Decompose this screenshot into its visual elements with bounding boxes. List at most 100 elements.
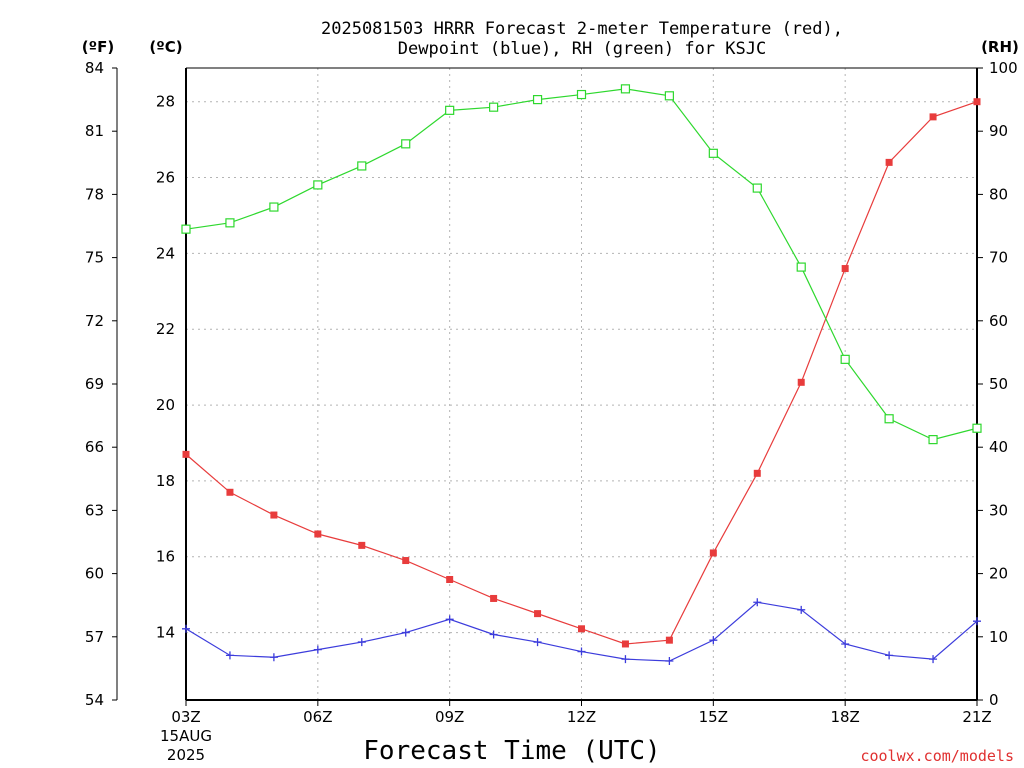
fahrenheit-tick-label: 72 xyxy=(85,312,104,330)
rh-point xyxy=(840,354,850,364)
celsius-tick-label: 20 xyxy=(156,396,175,414)
dewpoint-series xyxy=(182,598,981,666)
dewpoint-point xyxy=(533,638,542,647)
rh-point xyxy=(401,139,411,149)
rh-point xyxy=(269,202,279,212)
celsius-tick-label: 28 xyxy=(156,93,175,111)
temperature-point xyxy=(621,640,629,648)
dewpoint-point xyxy=(182,624,190,633)
temperature-point xyxy=(753,469,761,477)
x-tick-label: 06Z xyxy=(303,708,332,726)
temperature-point xyxy=(226,488,234,496)
temperature-point xyxy=(534,610,542,618)
dewpoint-point xyxy=(929,655,938,664)
dewpoint-point xyxy=(621,655,630,664)
rh-point xyxy=(532,94,543,105)
rh-point xyxy=(225,218,235,228)
rh-tick-label: 70 xyxy=(989,249,1008,267)
x-tick-label: 21Z xyxy=(962,708,991,726)
rh-tick-label: 40 xyxy=(989,438,1008,456)
axes xyxy=(112,67,983,706)
fahrenheit-tick-label: 54 xyxy=(85,691,104,709)
chart-title-line-1: 2025081503 HRRR Forecast 2-meter Tempera… xyxy=(321,19,843,39)
gridlines xyxy=(186,68,977,700)
fahrenheit-tick-label: 78 xyxy=(85,185,104,203)
rh-tick-label: 90 xyxy=(989,122,1008,140)
temperature-point xyxy=(314,530,322,538)
rh-tick-label: 20 xyxy=(989,565,1008,583)
celsius-tick-label: 18 xyxy=(156,472,175,490)
rh-point xyxy=(752,183,762,193)
rh-point xyxy=(796,262,806,272)
fahrenheit-tick-label: 57 xyxy=(85,628,104,646)
fahrenheit-tick-label: 81 xyxy=(85,122,104,140)
rh-tick-label: 0 xyxy=(989,691,999,709)
temperature-point xyxy=(929,113,937,121)
rh-tick-label: 10 xyxy=(989,628,1008,646)
x-tick-label: 15Z xyxy=(699,708,728,726)
rh-tick-label: 30 xyxy=(989,501,1008,519)
rh-point xyxy=(181,224,191,234)
x-axis-label: Forecast Time (UTC) xyxy=(363,736,660,766)
dewpoint-point xyxy=(797,605,806,614)
temperature-point xyxy=(578,625,585,633)
celsius-tick-label: 22 xyxy=(156,320,175,338)
celsius-tick-label: 24 xyxy=(156,244,175,262)
temperature-point xyxy=(270,511,278,519)
temperature-point xyxy=(841,265,849,273)
rh-series xyxy=(181,84,982,445)
temperature-point xyxy=(973,98,981,106)
x-tick-label: 12Z xyxy=(567,708,596,726)
fahrenheit-tick-label: 60 xyxy=(85,565,104,583)
rh-tick-label: 50 xyxy=(989,375,1008,393)
dewpoint-point xyxy=(401,628,410,637)
credit-link[interactable]: coolwx.com/models xyxy=(860,747,1014,765)
fahrenheit-tick-label: 63 xyxy=(85,501,104,519)
dewpoint-point xyxy=(269,653,278,662)
rh-point xyxy=(664,91,674,101)
rh-units-label: (RH) xyxy=(981,38,1019,56)
temperature-point xyxy=(358,541,366,549)
rh-point xyxy=(620,84,631,94)
dewpoint-point xyxy=(709,636,718,645)
dewpoint-point xyxy=(577,647,586,656)
temperature-point xyxy=(402,557,410,565)
celsius-tick-label: 26 xyxy=(156,169,175,187)
rh-point xyxy=(884,414,894,424)
rh-point xyxy=(708,148,718,158)
rh-tick-label: 60 xyxy=(989,312,1008,330)
chart-title: 2025081503 HRRR Forecast 2-meter Tempera… xyxy=(321,19,843,59)
fahrenheit-tick-label: 69 xyxy=(85,375,104,393)
celsius-units-label: (ºC) xyxy=(149,38,182,56)
x-tick-label: 18Z xyxy=(830,708,859,726)
temperature-point xyxy=(182,450,190,458)
date-label-year: 2025 xyxy=(167,746,205,764)
rh-point xyxy=(972,423,982,433)
dewpoint-point xyxy=(225,651,234,660)
fahrenheit-tick-label: 75 xyxy=(85,249,104,267)
celsius-tick-label: 14 xyxy=(156,624,175,642)
temperature-point xyxy=(885,158,893,166)
rh-tick-label: 100 xyxy=(989,59,1018,77)
chart-title-line-2: Dewpoint (blue), RH (green) for KSJC xyxy=(398,39,766,59)
series-layer xyxy=(181,84,982,666)
dewpoint-point xyxy=(357,638,366,647)
x-tick-label: 09Z xyxy=(435,708,464,726)
dewpoint-point xyxy=(841,639,850,648)
x-tick-label: 03Z xyxy=(171,708,200,726)
dewpoint-point xyxy=(665,657,674,666)
dewpoint-point xyxy=(445,615,454,624)
temperature-point xyxy=(709,549,717,557)
temperature-series xyxy=(182,98,981,648)
dewpoint-point xyxy=(753,598,762,607)
temperature-point xyxy=(797,378,805,386)
rh-point xyxy=(489,102,499,112)
rh-point xyxy=(313,180,323,190)
rh-point xyxy=(576,89,587,100)
dewpoint-point xyxy=(313,645,322,654)
rh-point xyxy=(928,435,938,445)
rh-point xyxy=(445,105,455,115)
dewpoint-point xyxy=(885,651,894,660)
fahrenheit-units-label: (ºF) xyxy=(82,38,114,56)
